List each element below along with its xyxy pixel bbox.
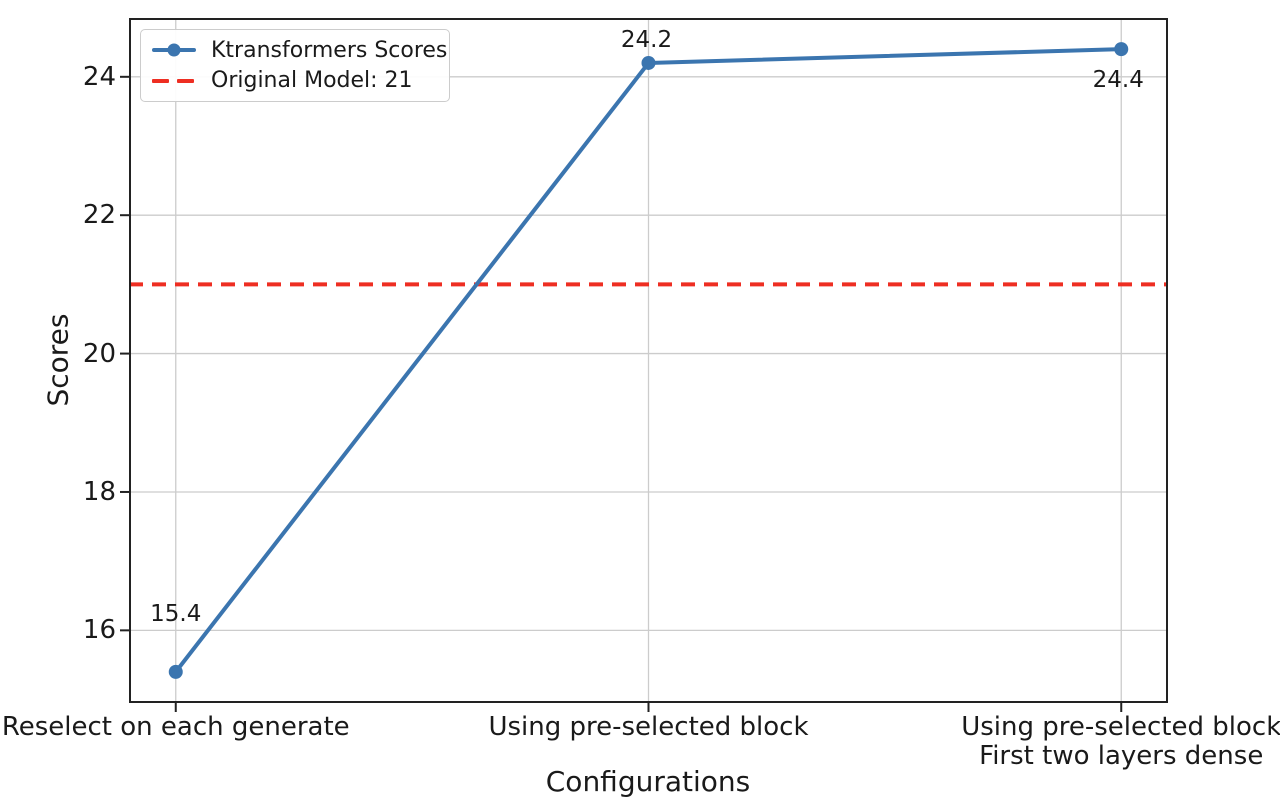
y-tick-label: 18 (82, 476, 116, 507)
legend-dot-icon (167, 43, 181, 57)
legend-line-marker-icon (150, 42, 198, 58)
legend-dash-icon (177, 78, 194, 83)
data-point-marker (168, 664, 183, 679)
legend-dashed-line-icon (150, 73, 198, 89)
x-tick-label: Reselect on each generate (1, 712, 350, 742)
y-tick-label: 20 (82, 338, 116, 369)
plot-svg: 15.4 24.2 24.4 (120, 18, 1168, 712)
x-tick-label: Using pre-selected block (488, 712, 809, 742)
legend-dash-icon (152, 78, 169, 83)
data-point-label: 24.2 (621, 27, 672, 53)
data-point-marker (641, 55, 656, 70)
legend-label-baseline: Original Model: 21 (211, 68, 413, 94)
data-point-marker (1114, 42, 1129, 57)
x-axis-label: Configurations (545, 765, 751, 798)
data-point-label: 15.4 (150, 601, 201, 627)
y-tick-label: 22 (82, 200, 116, 231)
x-tick-label: Using pre-selected block First two layer… (961, 712, 1280, 771)
legend: Ktransformers Scores Original Model: 21 (140, 29, 450, 102)
y-tick-label: 24 (82, 61, 116, 92)
y-tick-label: 16 (82, 615, 116, 646)
legend-item-series: Ktransformers Scores (150, 35, 447, 65)
data-point-label: 24.4 (1093, 67, 1144, 93)
legend-item-baseline: Original Model: 21 (150, 66, 439, 96)
legend-label-series: Ktransformers Scores (211, 37, 448, 63)
